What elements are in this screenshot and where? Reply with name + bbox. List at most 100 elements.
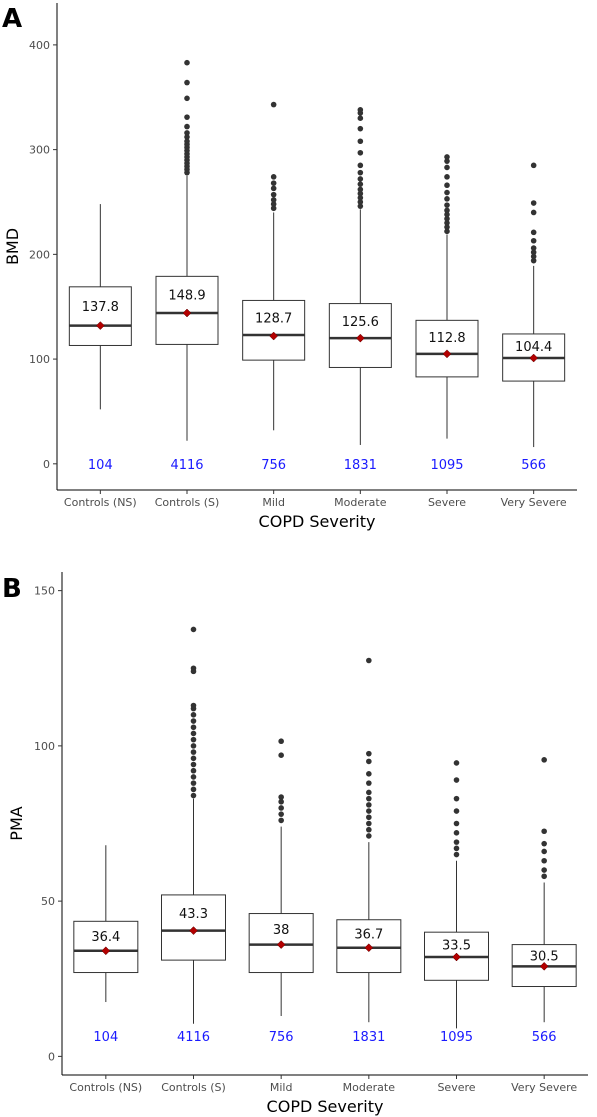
outlier-point	[366, 750, 372, 757]
outlier-point	[190, 761, 197, 768]
count-label: 1831	[344, 458, 377, 473]
outlier-point	[184, 130, 190, 136]
outlier-point	[190, 767, 197, 774]
outlier-point	[541, 857, 547, 864]
outlier-point	[357, 138, 364, 145]
panel-letter: B	[2, 574, 22, 604]
mean-marker	[95, 321, 105, 330]
outlier-point	[278, 805, 284, 811]
x-tick-label: Severe	[428, 496, 466, 509]
outlier-point	[357, 181, 364, 187]
box-group: Severe 33.5 1095	[424, 760, 489, 1094]
x-tick-label: Moderate	[343, 1081, 396, 1094]
outlier-point	[444, 196, 450, 202]
x-tick-label: Controls (NS)	[69, 1081, 142, 1094]
outlier-point	[453, 808, 460, 814]
outlier-point	[366, 789, 372, 796]
x-tick-label: Very Severe	[501, 496, 567, 509]
box-group: Mild 128.7 756	[242, 101, 306, 509]
y-tick-label: 0	[48, 1050, 55, 1063]
mean-label: 36.7	[354, 928, 383, 943]
outlier-point	[357, 115, 364, 122]
iqr-box	[68, 286, 132, 346]
outlier-point	[190, 749, 197, 755]
outlier-point	[357, 186, 364, 193]
x-tick-label: Controls (NS)	[64, 496, 137, 509]
outlier-point	[366, 758, 372, 765]
outlier-point	[278, 811, 284, 817]
y-tick-label: 300	[29, 144, 50, 157]
outlier-point	[530, 229, 537, 236]
panel-letter: A	[2, 4, 22, 34]
outlier-point	[190, 665, 197, 672]
outlier-point	[357, 195, 364, 201]
outlier-point	[444, 182, 450, 189]
outlier-point	[530, 253, 537, 260]
outlier-point	[366, 833, 372, 839]
count-label: 566	[532, 1030, 557, 1045]
outlier-point	[190, 724, 197, 731]
outlier-point	[453, 830, 460, 836]
mean-label: 125.6	[342, 315, 379, 330]
outlier-point	[453, 820, 460, 827]
outlier-point	[270, 197, 277, 203]
outlier-point	[453, 760, 460, 766]
outlier-point	[541, 840, 547, 847]
outlier-point	[278, 798, 284, 805]
outlier-point	[366, 771, 372, 777]
y-tick-label: 50	[41, 895, 55, 908]
outlier-point	[357, 176, 364, 182]
mean-label: 148.9	[168, 289, 205, 304]
outlier-point	[270, 191, 277, 198]
mean-marker	[529, 353, 539, 363]
outlier-point	[357, 169, 364, 176]
outlier-point	[184, 134, 190, 140]
outlier-point	[453, 839, 460, 845]
outlier-point	[190, 736, 197, 743]
outlier-point	[444, 220, 450, 226]
outlier-point	[357, 125, 364, 132]
mean-marker	[101, 946, 111, 956]
mean-label: 38	[273, 923, 290, 938]
count-label: 4116	[177, 1030, 210, 1045]
outlier-point	[184, 123, 190, 130]
outlier-point	[541, 757, 547, 763]
x-tick-label: Controls (S)	[161, 1081, 226, 1094]
mean-label: 128.7	[255, 312, 292, 327]
outlier-point	[444, 224, 450, 230]
box-group: Very Severe 30.5 566	[511, 757, 577, 1094]
outlier-point	[190, 792, 197, 799]
outlier-point	[270, 205, 277, 212]
outlier-point	[357, 107, 364, 113]
outlier-point	[444, 211, 450, 218]
outlier-point	[184, 114, 190, 120]
outlier-point	[444, 228, 450, 235]
outlier-point	[444, 158, 450, 164]
count-label: 104	[93, 1030, 118, 1045]
outlier-point	[190, 780, 197, 786]
outlier-point	[357, 190, 364, 197]
outlier-point	[453, 795, 460, 802]
mean-label: 33.5	[442, 939, 471, 954]
mean-label: 36.4	[91, 930, 120, 945]
outlier-point	[366, 814, 372, 821]
outlier-point	[190, 774, 197, 780]
x-tick-label: Very Severe	[511, 1081, 577, 1094]
panel-b: B 0 50 100 150 PMA COPD Severity Controls (NS) 3…	[2, 572, 588, 1116]
outlier-point	[444, 189, 450, 196]
outlier-point	[190, 755, 197, 762]
box-group: Moderate 125.6 1831	[328, 107, 392, 509]
outlier-point	[453, 777, 460, 783]
outlier-point	[190, 786, 197, 793]
outlier-point	[190, 702, 197, 709]
outlier-point	[278, 752, 284, 758]
outlier-point	[270, 180, 277, 186]
outlier-point	[270, 185, 277, 192]
count-label: 4116	[170, 458, 203, 473]
mean-label: 30.5	[530, 949, 559, 964]
outlier-point	[184, 138, 190, 145]
mean-label: 104.4	[515, 340, 552, 355]
outlier-point	[190, 712, 197, 718]
mean-marker	[189, 926, 198, 935]
